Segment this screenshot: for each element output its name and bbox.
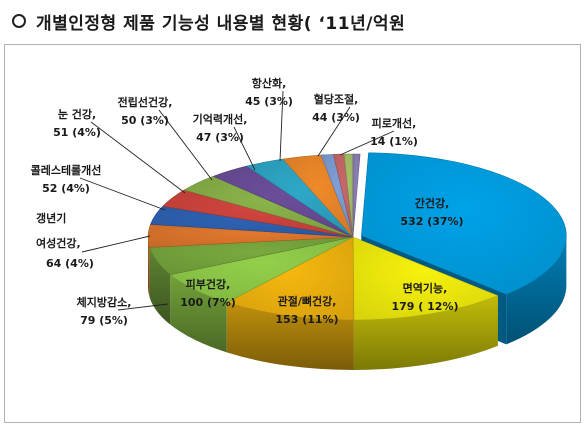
- pie-slice-2: [226, 236, 355, 321]
- slice-label-value-2: 153 (11%): [275, 313, 338, 326]
- slice-label-value-1: 179 ( 12%): [391, 300, 458, 313]
- slice-label-name-2: 관절/뼈건강,: [278, 294, 337, 308]
- leader-line-6: [79, 177, 166, 211]
- slice-label-name-9: 기억력개선,: [193, 112, 248, 126]
- slice-label-value-4: 79 (5%): [80, 314, 128, 327]
- leader-line-9: [233, 126, 256, 171]
- slice-label-name-1: 면역기능,: [403, 281, 448, 295]
- page-title: 개별인정형 제품 기능성 내용별 현황( ‘11년/억원: [36, 13, 406, 34]
- pie-slice-side-1: [353, 295, 498, 370]
- slice-label-value-8: 50 (3%): [121, 114, 169, 127]
- pie-slice-side-3: [170, 274, 227, 353]
- leader-line-8: [158, 109, 213, 181]
- pie-slice-side-0: [506, 235, 567, 345]
- pie-slice-15: [352, 153, 361, 238]
- leader-line-11: [317, 106, 351, 157]
- slice-label-value-5: 64 (4%): [46, 257, 94, 270]
- slice-label-value-10: 45 (3%): [245, 95, 293, 108]
- slice-label-name-7: 눈 건강,: [58, 107, 96, 121]
- slice-label-name-11: 혈당조절,: [314, 92, 359, 106]
- leader-line-5: [81, 235, 151, 253]
- slice-label-name-5: 갱년기: [36, 211, 66, 225]
- slice-label-value-12: 14 (1%): [370, 135, 418, 148]
- leader-line-10: [279, 90, 284, 162]
- slice-label-name-10: 항산화,: [252, 76, 287, 90]
- slice-label-name-8: 전립선건강,: [118, 95, 173, 109]
- slice-label-value-9: 47 (3%): [196, 131, 244, 144]
- pie-slice-1: [352, 236, 499, 321]
- slice-label-value-11: 44 (3%): [312, 111, 360, 124]
- circle-bullet-icon: [12, 14, 26, 28]
- slice-label-name-12: 피로개선,: [372, 116, 417, 130]
- pie-slice-side-5: [148, 237, 150, 298]
- leader-line-4: [117, 303, 169, 311]
- pie-slice-0: [361, 152, 567, 295]
- slice-label-name-4: 체지방감소,: [77, 295, 132, 309]
- leader-line-12: [339, 130, 395, 156]
- slice-label-name-3: 피부건강,: [186, 277, 231, 291]
- slice-label-value-6: 52 (4%): [42, 182, 90, 195]
- leader-line-7: [90, 121, 186, 194]
- slice-label-name-0: 간건강,: [415, 196, 450, 210]
- slice-label-name-6: 콜레스테롤개선: [31, 163, 102, 177]
- slice-label-value-7: 51 (4%): [53, 126, 101, 139]
- slice-label-value-0: 532 (37%): [400, 215, 463, 228]
- slice-label-name2-5: 여성건강,: [36, 236, 81, 250]
- slice-label-value-3: 100 (7%): [180, 296, 236, 309]
- title-row: 개별인정형 제품 기능성 내용별 현황( ‘11년/억원: [4, 4, 581, 38]
